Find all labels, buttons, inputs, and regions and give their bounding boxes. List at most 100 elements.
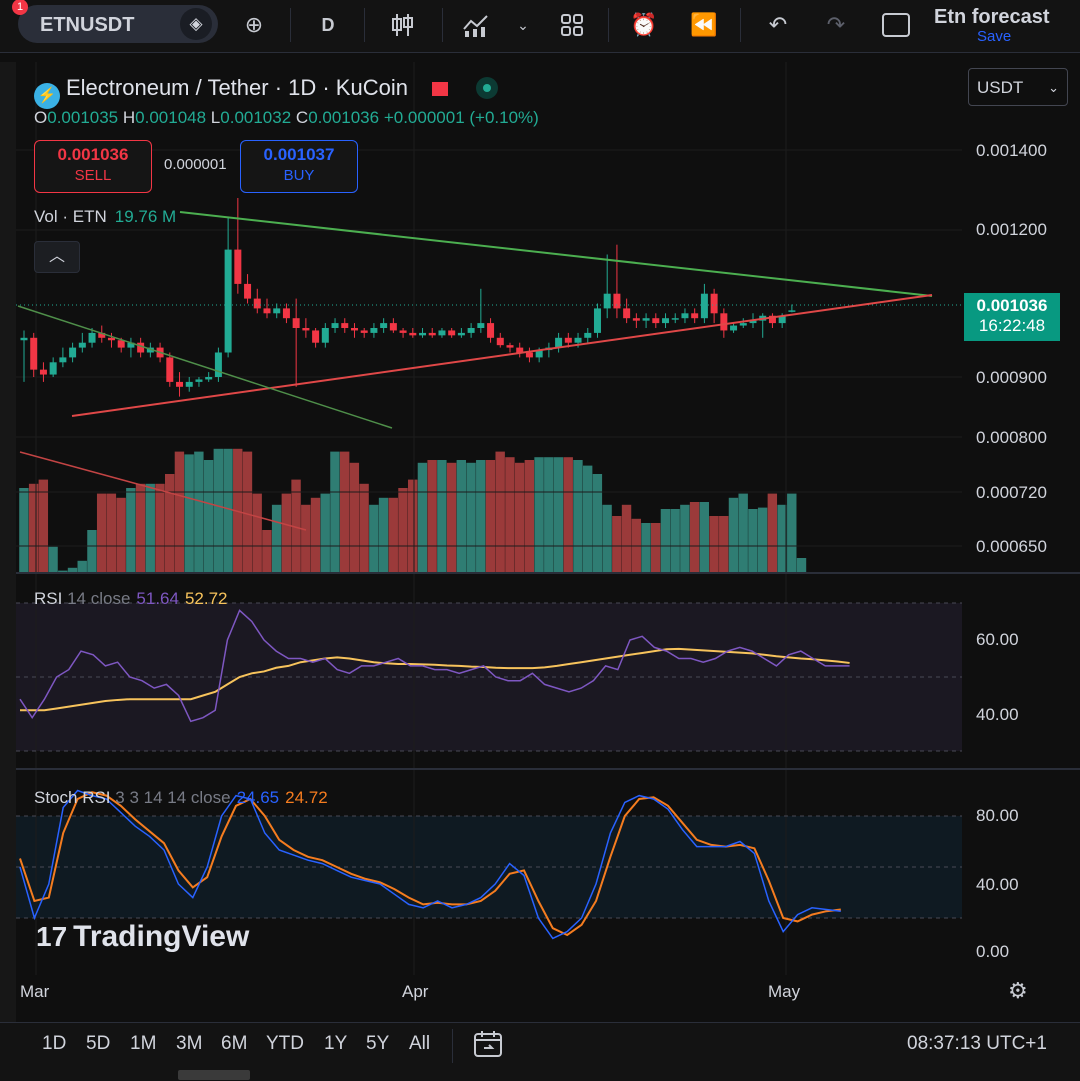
volume-bar <box>271 504 282 572</box>
volume-bar <box>48 546 58 572</box>
range-ytd-button[interactable]: YTD <box>266 1033 304 1054</box>
save-button[interactable]: Save <box>977 28 1012 45</box>
volume-bar <box>291 479 301 572</box>
goto-date-icon[interactable] <box>472 1029 504 1065</box>
redo-icon[interactable]: ↷ <box>826 12 846 37</box>
volume-bar <box>67 567 78 572</box>
currency-select[interactable]: USDT ⌄ <box>968 68 1068 106</box>
candle-body <box>671 318 679 320</box>
candle-body <box>234 249 242 284</box>
volume-bar <box>524 460 535 572</box>
volume-bar <box>184 454 194 572</box>
candle-body <box>457 332 465 336</box>
volume-bar <box>155 483 165 572</box>
candle-body <box>584 332 592 338</box>
candle-body <box>176 381 184 387</box>
compare-add-icon[interactable]: ⊕ <box>244 12 264 37</box>
chevron-down-icon[interactable]: ⌄ <box>517 17 529 33</box>
volume-bar <box>456 460 466 572</box>
timezone-clock[interactable]: 08:37:13 UTC+1 <box>907 1033 1047 1054</box>
candle-body <box>69 347 77 358</box>
fullscreen-icon[interactable] <box>876 8 916 42</box>
market-status-icon <box>476 77 499 99</box>
volume-bar <box>194 451 204 572</box>
candle-body <box>487 323 495 338</box>
trendline-drawings[interactable] <box>17 211 933 531</box>
range-6m-button[interactable]: 6M <box>221 1033 248 1054</box>
symbol-search-box[interactable]: 1 ETNUSDT ◈ <box>12 0 218 43</box>
candle-body <box>137 342 145 353</box>
candle-body <box>282 308 290 319</box>
rsi-params: 14 close <box>67 589 131 608</box>
replay-icon[interactable]: ⏪ <box>690 12 718 37</box>
volume-bar <box>582 465 593 572</box>
pane-separator[interactable] <box>16 572 1080 574</box>
buy-button[interactable]: 0.001037 BUY <box>240 140 358 193</box>
close-label: C <box>295 108 309 127</box>
volume-label: Vol · ETN <box>34 207 107 226</box>
volume-bar <box>719 516 729 572</box>
candle-body <box>496 337 504 346</box>
volume-bar <box>476 460 486 572</box>
candle-body <box>205 377 213 380</box>
interval-button[interactable]: D <box>321 15 335 35</box>
stoch-axis-label: 40.00 <box>976 875 1019 894</box>
candle-body <box>593 308 601 333</box>
toolbar-divider <box>290 8 291 42</box>
collapse-legend-button[interactable]: ︿ <box>34 241 80 273</box>
volume-bar <box>223 448 233 572</box>
candle-body <box>59 357 67 363</box>
candle-body <box>39 369 47 375</box>
volume-bar <box>301 504 311 572</box>
stoch-d-value: 24.72 <box>285 788 328 807</box>
candle-body <box>20 337 28 341</box>
volume-legend: Vol · ETN 19.76 M <box>34 207 176 227</box>
range-1d-button[interactable]: 1D <box>42 1033 67 1054</box>
candle-body <box>467 328 475 333</box>
candle-body <box>691 313 699 319</box>
layout-name[interactable]: Etn forecast <box>934 6 1050 28</box>
candle-body <box>88 332 96 343</box>
range-5d-button[interactable]: 5D <box>86 1033 111 1054</box>
candle-body <box>253 298 261 309</box>
volume-bar <box>126 488 136 572</box>
range-5y-button[interactable]: 5Y <box>366 1033 390 1054</box>
volume-bar <box>534 457 544 572</box>
candle-body <box>166 357 174 382</box>
layout-grid-icon[interactable] <box>552 8 592 42</box>
volume-bar <box>281 493 292 572</box>
volume-bar <box>709 516 719 572</box>
undo-icon[interactable]: ↶ <box>768 12 788 37</box>
diamond-icon[interactable]: ◈ <box>180 8 212 40</box>
candle-body <box>710 293 718 314</box>
open-value: 0.001035 <box>47 108 119 127</box>
toolbar-divider <box>740 8 741 42</box>
red-trendline <box>19 451 307 531</box>
range-3m-button[interactable]: 3M <box>176 1033 203 1054</box>
volume-bar <box>213 448 223 572</box>
volume-bar <box>505 457 515 572</box>
time-axis-label: Apr <box>402 982 429 1001</box>
candle-body <box>778 315 786 324</box>
high-label: H <box>122 108 136 127</box>
range-all-button[interactable]: All <box>409 1033 431 1054</box>
tradingview-watermark: 17 TradingView <box>36 920 249 954</box>
candle-body <box>652 318 660 324</box>
settings-gear-icon[interactable]: ⚙ <box>1008 978 1028 1003</box>
horizontal-scrollbar[interactable] <box>178 1070 250 1080</box>
range-1y-button[interactable]: 1Y <box>324 1033 348 1054</box>
volume-bar <box>777 504 787 572</box>
rsi-ma-value: 52.72 <box>184 589 228 608</box>
stoch-name: Stoch RSI <box>34 788 111 807</box>
symbol-label[interactable]: ETNUSDT <box>40 14 135 36</box>
candle-style-icon[interactable] <box>382 8 422 42</box>
candle-body <box>623 308 631 319</box>
alert-clock-icon[interactable]: ⏰ <box>630 12 658 37</box>
stoch-k-line <box>19 789 841 940</box>
sell-button[interactable]: 0.001036 SELL <box>34 140 152 193</box>
range-1m-button[interactable]: 1M <box>130 1033 157 1054</box>
flag-icon[interactable] <box>432 82 449 96</box>
indicators-icon[interactable] <box>456 8 496 42</box>
pane-separator[interactable] <box>16 768 1080 770</box>
